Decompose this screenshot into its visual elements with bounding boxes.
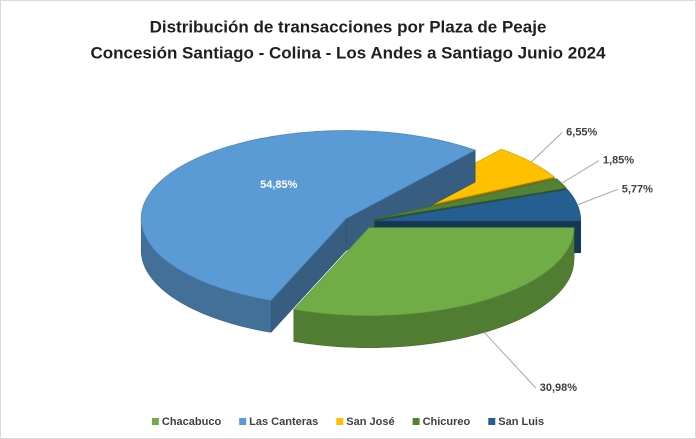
legend-label: San José (346, 416, 394, 428)
data-label: 5,77% (622, 183, 653, 195)
slice (140, 130, 477, 301)
data-label: 54,85% (260, 179, 298, 191)
legend-swatch (151, 418, 159, 425)
leader-line (483, 332, 537, 389)
slice (293, 227, 575, 317)
legend-swatch (336, 418, 344, 425)
data-label: 1,85% (603, 155, 634, 167)
chart-title: Distribución de transacciones por Plaza … (150, 17, 547, 36)
legend-label: Chacabuco (162, 416, 222, 428)
legend-label: Chicureo (423, 416, 471, 428)
slice (375, 189, 582, 222)
data-label: 6,55% (566, 126, 597, 138)
leader-line (577, 188, 618, 206)
slice (374, 178, 568, 220)
leader-line (530, 132, 563, 163)
legend-swatch (488, 418, 496, 425)
legend-swatch (239, 418, 247, 425)
data-label: 30,98% (540, 382, 578, 394)
legend-label: San Luis (498, 416, 544, 428)
legend-label: Las Canteras (249, 416, 318, 428)
legend-swatch (412, 418, 420, 425)
chart-subtitle: Concesión Santiago - Colina - Los Andes … (90, 43, 606, 62)
leader-line (561, 160, 600, 184)
